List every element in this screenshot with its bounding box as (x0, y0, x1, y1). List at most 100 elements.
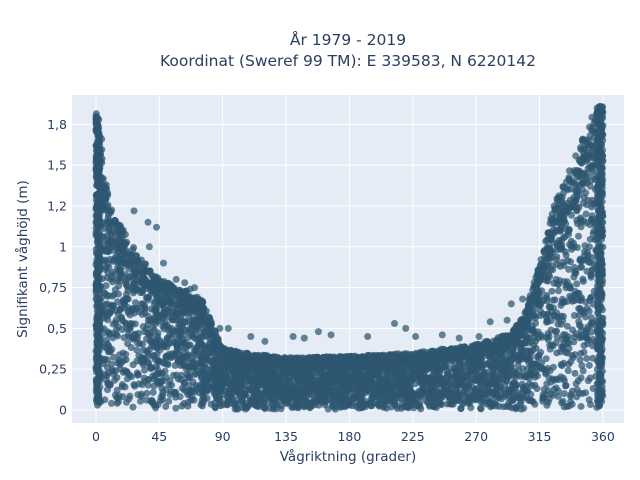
scatter-point (473, 393, 481, 401)
scatter-point (378, 395, 386, 403)
scatter-point (103, 363, 111, 371)
scatter-point (566, 282, 574, 290)
scatter-point (352, 403, 360, 410)
scatter-point (114, 323, 122, 331)
scatter-point (419, 384, 427, 392)
scatter-point (143, 335, 150, 343)
scatter-point (572, 269, 580, 277)
scatter-point (163, 334, 171, 342)
scatter-point (549, 304, 557, 312)
scatter-point (537, 308, 545, 315)
scatter-point (304, 388, 312, 396)
scatter-point (137, 397, 144, 405)
scatter-point (546, 341, 554, 349)
scatter-point (102, 282, 110, 290)
scatter-point (104, 291, 112, 299)
scatter-point (531, 360, 539, 368)
scatter-point (104, 386, 111, 394)
scatter-point (494, 358, 501, 366)
scatter-point (247, 378, 255, 386)
scatter-point (538, 365, 545, 373)
scatter-point (547, 326, 555, 334)
scatter-point (467, 398, 474, 405)
scatter-point (558, 245, 566, 253)
scatter-point (144, 349, 152, 357)
scatter-point (499, 366, 507, 374)
scatter-point (207, 358, 214, 366)
scatter-point (260, 374, 268, 382)
scatter-point (370, 381, 378, 389)
scatter-point (371, 389, 378, 397)
scatter-point (475, 387, 483, 395)
scatter-point (208, 364, 215, 372)
scatter-point (578, 362, 586, 370)
scatter-point (186, 374, 194, 382)
scatter-point (113, 374, 121, 382)
scatter-point (118, 240, 126, 248)
scatter-point (215, 388, 223, 396)
scatter-point (554, 387, 562, 395)
scatter-point (132, 299, 139, 307)
scatter-point (587, 401, 594, 408)
scatter-point (412, 369, 420, 377)
scatter-point (542, 237, 550, 245)
scatter-point (425, 378, 433, 386)
scatter-point (546, 367, 554, 375)
scatter-point (532, 294, 540, 301)
scatter-point (579, 275, 587, 283)
scatter-point (445, 393, 453, 401)
scatter-point (150, 351, 158, 359)
scatter-point (255, 403, 263, 411)
scatter-point (572, 380, 580, 388)
scatter-point (391, 398, 398, 406)
scatter-point (510, 352, 518, 360)
scatter-point (420, 372, 428, 379)
scatter-point (553, 327, 561, 335)
scatter-point (165, 352, 173, 360)
scatter-point (573, 393, 581, 401)
scatter-point (552, 275, 560, 283)
scatter-point (283, 392, 291, 400)
scatter-point (196, 321, 204, 329)
scatter-point (569, 354, 577, 361)
scatter-point (565, 265, 573, 273)
scatter-point (580, 342, 588, 349)
scatter-point (323, 385, 331, 392)
scatter-point (154, 357, 162, 364)
scatter-point (547, 378, 555, 386)
scatter-point (549, 296, 557, 304)
scatter-point (455, 394, 463, 402)
scatter-point (485, 398, 493, 406)
scatter-point (404, 403, 412, 411)
scatter-point (443, 400, 451, 408)
scatter-point (559, 345, 567, 353)
scatter-point (564, 367, 572, 375)
scatter-point (165, 397, 173, 405)
scatter-point (467, 404, 475, 412)
scatter-point (131, 279, 138, 287)
scatter-point (344, 381, 352, 388)
scatter-point (585, 258, 592, 266)
scatter-point (555, 237, 563, 244)
scatter-point (190, 396, 198, 404)
scatter-point (558, 299, 566, 307)
scatter-point (174, 305, 182, 313)
scatter-point (586, 163, 594, 171)
scatter-point (162, 373, 170, 381)
scatter-point (568, 245, 576, 253)
scatter-point (471, 364, 479, 371)
scatter-point (424, 391, 432, 399)
scatter-point (199, 392, 207, 400)
scatter-point (542, 355, 550, 363)
scatter-point (170, 371, 177, 379)
scatter-point (130, 244, 138, 251)
scatter-point (585, 307, 593, 315)
scatter-point (144, 381, 152, 389)
scatter-point (270, 378, 278, 386)
scatter-point (160, 358, 168, 366)
scatter-point (105, 226, 113, 234)
scatter-point (290, 370, 298, 378)
scatter-point (477, 405, 485, 413)
scatter-point (357, 367, 365, 375)
scatter-point (306, 361, 314, 369)
